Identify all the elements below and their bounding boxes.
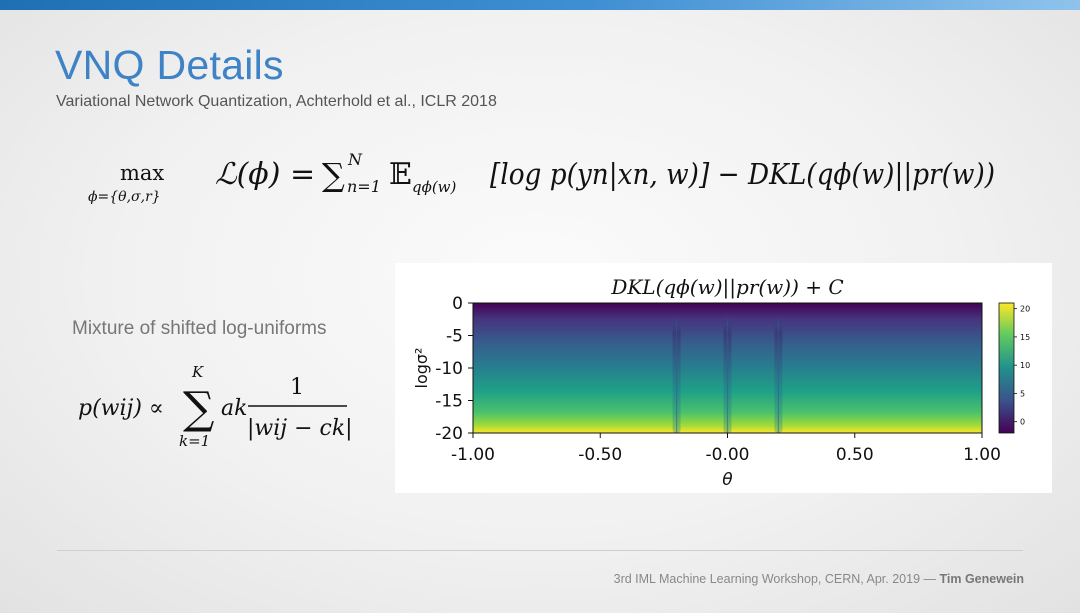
eq-max: max [120, 161, 164, 185]
kl-heatmap-panel: DKL(qϕ(w)||pr(w)) + C -1.00 -0.50 -0.00 0.50… [395, 263, 1052, 493]
mixture-equation: p(wij) ∝ K ∑ k=1 ak 1 |wij − ck| [78, 363, 353, 450]
colorbar-tick-label-1: 15 [1020, 333, 1030, 342]
top-accent-bar [0, 0, 1080, 10]
kl-heatmap-chart: DKL(qϕ(w)||pr(w)) + C -1.00 -0.50 -0.00 0.50… [412, 275, 1030, 490]
y-tick-label-0: 0 [452, 294, 463, 314]
x-tick-label-2: -0.00 [706, 445, 750, 465]
mixture-label: Mixture of shifted log-uniforms [72, 318, 327, 339]
x-tick-label-3: 0.50 [836, 445, 874, 465]
x-axis-label: θ [722, 470, 733, 490]
mix-coef: ak [221, 396, 247, 421]
mix-sum-sub: k=1 [179, 432, 210, 450]
colorbar-tick-label-0: 20 [1020, 305, 1030, 314]
colorbar-tick-label-4: 0 [1020, 418, 1025, 427]
eq-sum: ∑ [322, 156, 345, 194]
y-axis-label: logσ² [412, 348, 431, 389]
footer-author: Tim Genewein [939, 572, 1024, 586]
colorbar [998, 302, 1015, 434]
mix-numerator: 1 [290, 375, 304, 400]
y-tick-label-4: -20 [435, 424, 463, 444]
eq-expect-sub: qϕ(w) [412, 178, 457, 196]
colorbar-tick-label-2: 10 [1020, 361, 1030, 370]
eq-max-sub: ϕ={θ,σ,r} [88, 189, 161, 205]
footer-text: 3rd IML Machine Learning Workshop, CERN,… [613, 572, 940, 586]
eq-expect: 𝔼 [389, 157, 412, 192]
chart-title: DKL(qϕ(w)||pr(w)) + C [610, 275, 843, 300]
y-tick-label-1: -5 [446, 327, 463, 347]
mix-sum: ∑ [183, 383, 214, 434]
mix-lhs: p(wij) ∝ [78, 396, 164, 421]
footer: 3rd IML Machine Learning Workshop, CERN,… [614, 572, 1024, 586]
footer-divider [57, 550, 1023, 551]
slide-subtitle: Variational Network Quantization, Achter… [56, 93, 497, 110]
eq-sum-sub: n=1 [347, 177, 381, 196]
objective-equation: max ϕ={θ,σ,r} ℒ(ϕ) = ∑ N n=1 𝔼 qϕ(w) [lo… [88, 150, 995, 205]
eq-sum-sup: N [347, 150, 363, 169]
eq-body: [log p(yn|xn, w)] − DKL(qϕ(w)||pr(w)) [490, 157, 995, 191]
x-tick-label-4: 1.00 [963, 445, 1001, 465]
x-tick-label-1: -0.50 [578, 445, 622, 465]
mix-denominator: |wij − ck| [247, 416, 353, 441]
slide-title: VNQ Details [55, 42, 284, 88]
y-tick-label-2: -10 [435, 359, 463, 379]
y-tick-label-3: -15 [435, 392, 463, 412]
eq-lhs: ℒ(ϕ) = [215, 157, 315, 192]
colorbar-tick-label-3: 5 [1020, 389, 1025, 398]
x-tick-label-0: -1.00 [451, 445, 495, 465]
mix-sum-sup: K [191, 363, 204, 381]
